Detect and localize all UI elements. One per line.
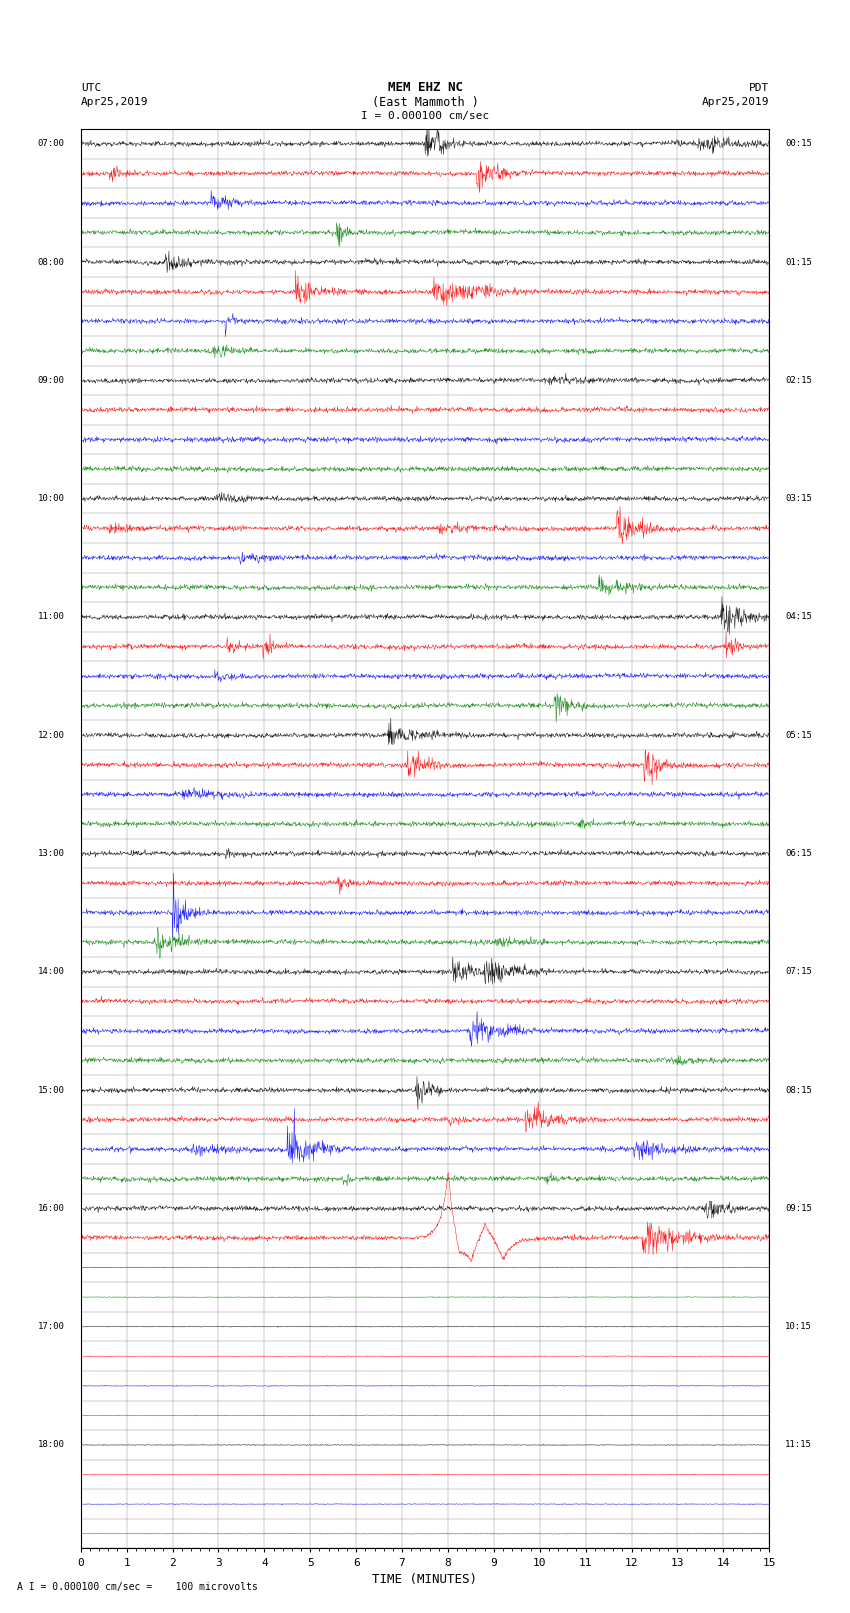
Text: 08:00: 08:00 [37,258,65,266]
Text: 10:00: 10:00 [37,494,65,503]
Text: 12:00: 12:00 [37,731,65,740]
Text: 03:15: 03:15 [785,494,813,503]
Text: (East Mammoth ): (East Mammoth ) [371,95,479,110]
Text: 09:15: 09:15 [785,1203,813,1213]
Text: 09:00: 09:00 [37,376,65,386]
Text: I = 0.000100 cm/sec: I = 0.000100 cm/sec [361,111,489,121]
Text: PDT: PDT [749,82,769,94]
Text: 00:15: 00:15 [785,139,813,148]
Text: 17:00: 17:00 [37,1323,65,1331]
Text: 06:15: 06:15 [785,848,813,858]
Text: 02:15: 02:15 [785,376,813,386]
Text: 11:15: 11:15 [785,1440,813,1450]
Text: 14:00: 14:00 [37,968,65,976]
Text: 01:15: 01:15 [785,258,813,266]
Text: MEM EHZ NC: MEM EHZ NC [388,81,462,95]
Text: 07:15: 07:15 [785,968,813,976]
Text: 13:00: 13:00 [37,848,65,858]
Text: 08:15: 08:15 [785,1086,813,1095]
Text: 10:15: 10:15 [785,1323,813,1331]
Text: 07:00: 07:00 [37,139,65,148]
Text: Apr25,2019: Apr25,2019 [81,97,148,108]
Text: 18:00: 18:00 [37,1440,65,1450]
Text: 16:00: 16:00 [37,1203,65,1213]
Text: UTC: UTC [81,82,101,94]
Text: A I = 0.000100 cm/sec =    100 microvolts: A I = 0.000100 cm/sec = 100 microvolts [17,1582,258,1592]
X-axis label: TIME (MINUTES): TIME (MINUTES) [372,1573,478,1586]
Text: Apr25,2019: Apr25,2019 [702,97,769,108]
Text: 05:15: 05:15 [785,731,813,740]
Text: 11:00: 11:00 [37,613,65,621]
Text: 04:15: 04:15 [785,613,813,621]
Text: 15:00: 15:00 [37,1086,65,1095]
